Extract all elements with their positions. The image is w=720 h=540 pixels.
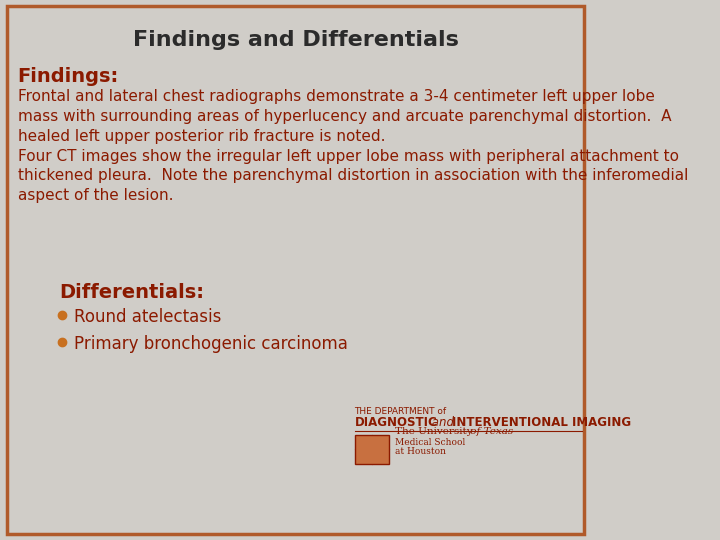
Text: Frontal and lateral chest radiographs demonstrate a 3-4 centimeter left upper lo: Frontal and lateral chest radiographs de…	[18, 89, 688, 203]
FancyBboxPatch shape	[7, 6, 584, 534]
Text: of Texas: of Texas	[467, 427, 513, 436]
Text: Findings:: Findings:	[18, 68, 119, 86]
Text: Findings and Differentials: Findings and Differentials	[132, 30, 459, 50]
Text: INTERVENTIONAL IMAGING: INTERVENTIONAL IMAGING	[452, 416, 631, 429]
Text: THE DEPARTMENT of: THE DEPARTMENT of	[354, 407, 446, 416]
Text: The University: The University	[395, 427, 472, 436]
Text: DIAGNOSTIC: DIAGNOSTIC	[354, 416, 437, 429]
Text: Round atelectasis: Round atelectasis	[74, 308, 221, 326]
Text: Medical School: Medical School	[395, 437, 465, 447]
Text: Differentials:: Differentials:	[59, 284, 204, 302]
Text: at Houston: at Houston	[395, 447, 446, 456]
Text: and: and	[428, 416, 458, 429]
Text: Primary bronchogenic carcinoma: Primary bronchogenic carcinoma	[74, 335, 348, 353]
FancyBboxPatch shape	[354, 435, 389, 464]
